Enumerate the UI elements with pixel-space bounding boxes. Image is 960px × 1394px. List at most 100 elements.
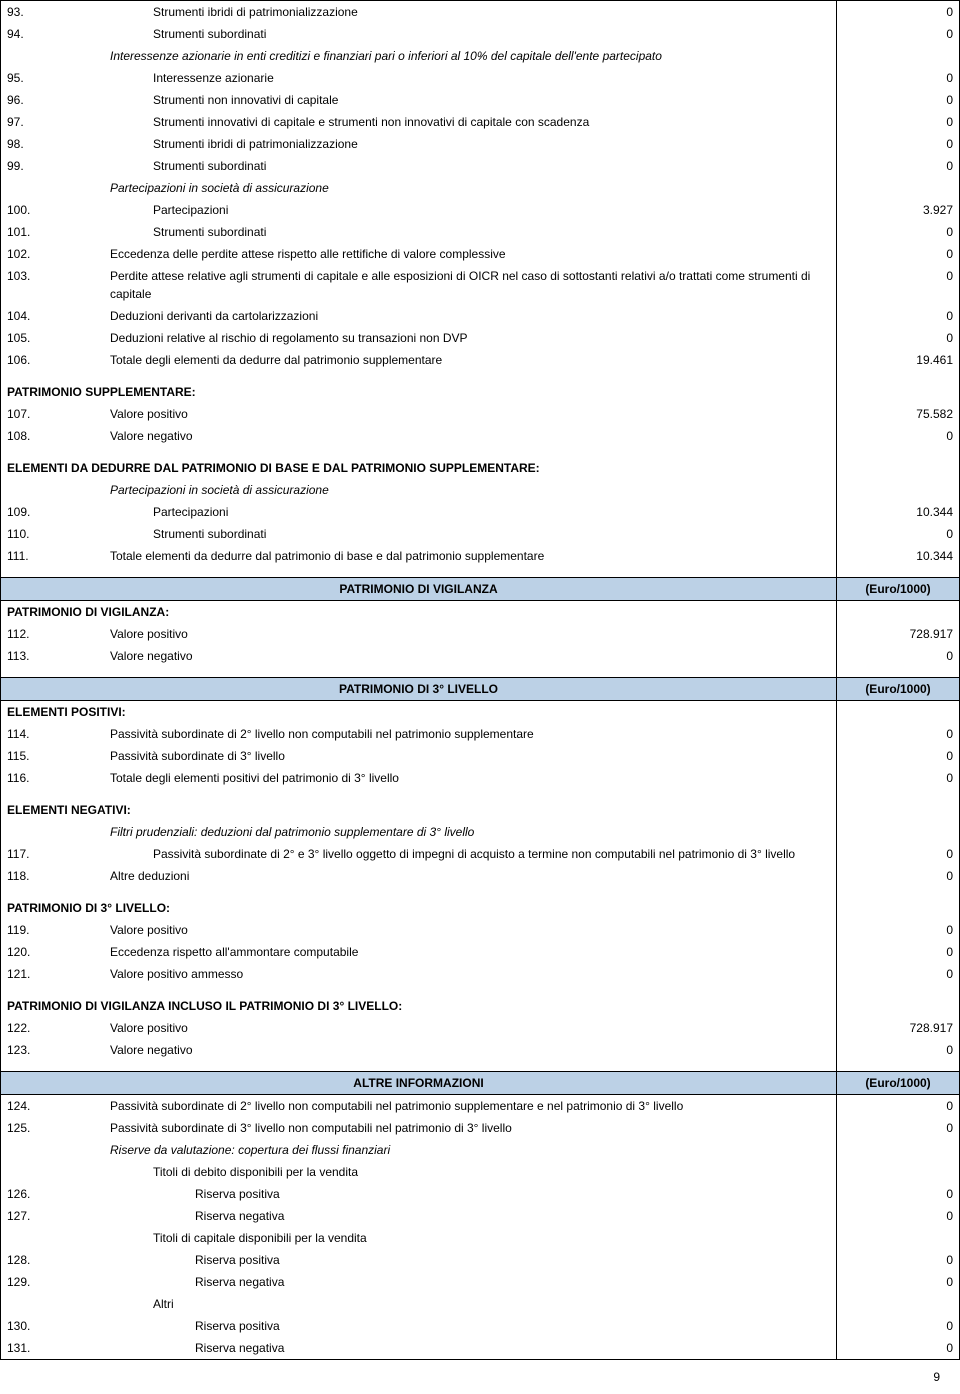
row-value: 0 — [837, 523, 960, 545]
row-value: 0 — [837, 155, 960, 177]
row-value: 0 — [837, 1183, 960, 1205]
row-value: 0 — [837, 111, 960, 133]
row-label: Partecipazioni in società di assicurazio… — [55, 479, 837, 501]
row-value — [837, 1139, 960, 1161]
row-label: Passività subordinate di 2° livello non … — [55, 1095, 837, 1118]
row-label: Interessenze azionarie — [55, 67, 837, 89]
row-label: Titoli di debito disponibili per la vend… — [55, 1161, 837, 1183]
row-label: Deduzioni relative al rischio di regolam… — [55, 327, 837, 349]
row-value: 0 — [837, 645, 960, 667]
section-title: ELEMENTI NEGATIVI: — [1, 799, 837, 821]
row-label: Riserva positiva — [55, 1249, 837, 1271]
row-value: 0 — [837, 767, 960, 789]
row-value: 10.344 — [837, 545, 960, 567]
row-value: 0 — [837, 843, 960, 865]
row-value: 0 — [837, 941, 960, 963]
row-label: Passività subordinate di 2° e 3° livello… — [55, 843, 837, 865]
row-value: 0 — [837, 425, 960, 447]
row-label: Altri — [55, 1293, 837, 1315]
row-label: Valore positivo — [55, 403, 837, 425]
row-label: Passività subordinate di 3° livello — [55, 745, 837, 767]
row-label: Valore negativo — [55, 425, 837, 447]
row-value: 0 — [837, 1249, 960, 1271]
row-value — [837, 45, 960, 67]
row-value: 0 — [837, 1271, 960, 1293]
row-label: Strumenti subordinati — [55, 523, 837, 545]
row-label: Riserva negativa — [55, 1271, 837, 1293]
row-value: 0 — [837, 23, 960, 45]
row-value: 0 — [837, 1, 960, 24]
row-label: Riserve da valutazione: copertura dei fl… — [55, 1139, 837, 1161]
row-label: Totale degli elementi da dedurre dal pat… — [55, 349, 837, 371]
row-label: Valore positivo — [55, 919, 837, 941]
row-label: Riserva positiva — [55, 1315, 837, 1337]
section-title: ELEMENTI DA DEDURRE DAL PATRIMONIO DI BA… — [1, 457, 837, 479]
unit-label: (Euro/1000) — [837, 578, 960, 601]
row-value: 0 — [837, 265, 960, 305]
row-value — [837, 1161, 960, 1183]
unit-label: (Euro/1000) — [837, 1072, 960, 1095]
row-value: 0 — [837, 1337, 960, 1360]
row-label: Deduzioni derivanti da cartolarizzazioni — [55, 305, 837, 327]
row-label: Strumenti subordinati — [55, 23, 837, 45]
row-label: Passività subordinate di 3° livello non … — [55, 1117, 837, 1139]
row-value: 19.461 — [837, 349, 960, 371]
row-value: 3.927 — [837, 199, 960, 221]
financial-table: 93.Strumenti ibridi di patrimonializzazi… — [0, 0, 960, 1360]
row-label: Altre deduzioni — [55, 865, 837, 887]
row-value: 0 — [837, 1117, 960, 1139]
row-label: Totale elementi da dedurre dal patrimoni… — [55, 545, 837, 567]
row-label: Partecipazioni in società di assicurazio… — [55, 177, 837, 199]
row-label: Perdite attese relative agli strumenti d… — [55, 265, 837, 305]
row-label: Filtri prudenziali: deduzioni dal patrim… — [55, 821, 837, 843]
row-label: Strumenti ibridi di patrimonializzazione — [55, 133, 837, 155]
row-label: Strumenti subordinati — [55, 155, 837, 177]
row-value: 75.582 — [837, 403, 960, 425]
section-title: ELEMENTI POSITIVI: — [1, 701, 837, 724]
row-label: Strumenti ibridi di patrimonializzazione — [55, 1, 837, 24]
row-label: Valore positivo ammesso — [55, 963, 837, 985]
row-label: Strumenti innovativi di capitale e strum… — [55, 111, 837, 133]
row-label: Riserva positiva — [55, 1183, 837, 1205]
page-number: 9 — [0, 1360, 960, 1394]
section-header: ALTRE INFORMAZIONI — [1, 1072, 837, 1095]
row-value — [837, 177, 960, 199]
row-label: Partecipazioni — [55, 501, 837, 523]
row-value: 0 — [837, 963, 960, 985]
row-value — [837, 821, 960, 843]
row-label: Eccedenza rispetto all'ammontare computa… — [55, 941, 837, 963]
row-value: 0 — [837, 67, 960, 89]
section-title: PATRIMONIO DI VIGILANZA: — [1, 601, 837, 624]
row-label: Interessenze azionarie in enti creditizi… — [55, 45, 837, 67]
section-title: PATRIMONIO SUPPLEMENTARE: — [1, 381, 837, 403]
row-label: Totale degli elementi positivi del patri… — [55, 767, 837, 789]
row-value: 0 — [837, 133, 960, 155]
row-value: 0 — [837, 1315, 960, 1337]
row-value: 0 — [837, 1039, 960, 1061]
row-value: 0 — [837, 327, 960, 349]
row-value: 0 — [837, 919, 960, 941]
row-value: 10.344 — [837, 501, 960, 523]
row-value: 0 — [837, 1205, 960, 1227]
row-value: 0 — [837, 865, 960, 887]
row-value — [837, 479, 960, 501]
row-value: 0 — [837, 1095, 960, 1118]
row-label: Valore positivo — [55, 1017, 837, 1039]
row-label: Riserva negativa — [55, 1337, 837, 1360]
row-value: 0 — [837, 243, 960, 265]
unit-label: (Euro/1000) — [837, 678, 960, 701]
row-value: 728.917 — [837, 623, 960, 645]
section-title: PATRIMONIO DI 3° LIVELLO: — [1, 897, 837, 919]
row-label: Valore negativo — [55, 1039, 837, 1061]
row-value — [837, 1227, 960, 1249]
row-value: 728.917 — [837, 1017, 960, 1039]
row-value: 0 — [837, 221, 960, 243]
row-label: Titoli di capitale disponibili per la ve… — [55, 1227, 837, 1249]
section-header: PATRIMONIO DI 3° LIVELLO — [1, 678, 837, 701]
row-value: 0 — [837, 745, 960, 767]
row-label: Riserva negativa — [55, 1205, 837, 1227]
row-label: Strumenti subordinati — [55, 221, 837, 243]
row-value: 0 — [837, 305, 960, 327]
section-title: PATRIMONIO DI VIGILANZA INCLUSO IL PATRI… — [1, 995, 837, 1017]
row-label: Passività subordinate di 2° livello non … — [55, 723, 837, 745]
